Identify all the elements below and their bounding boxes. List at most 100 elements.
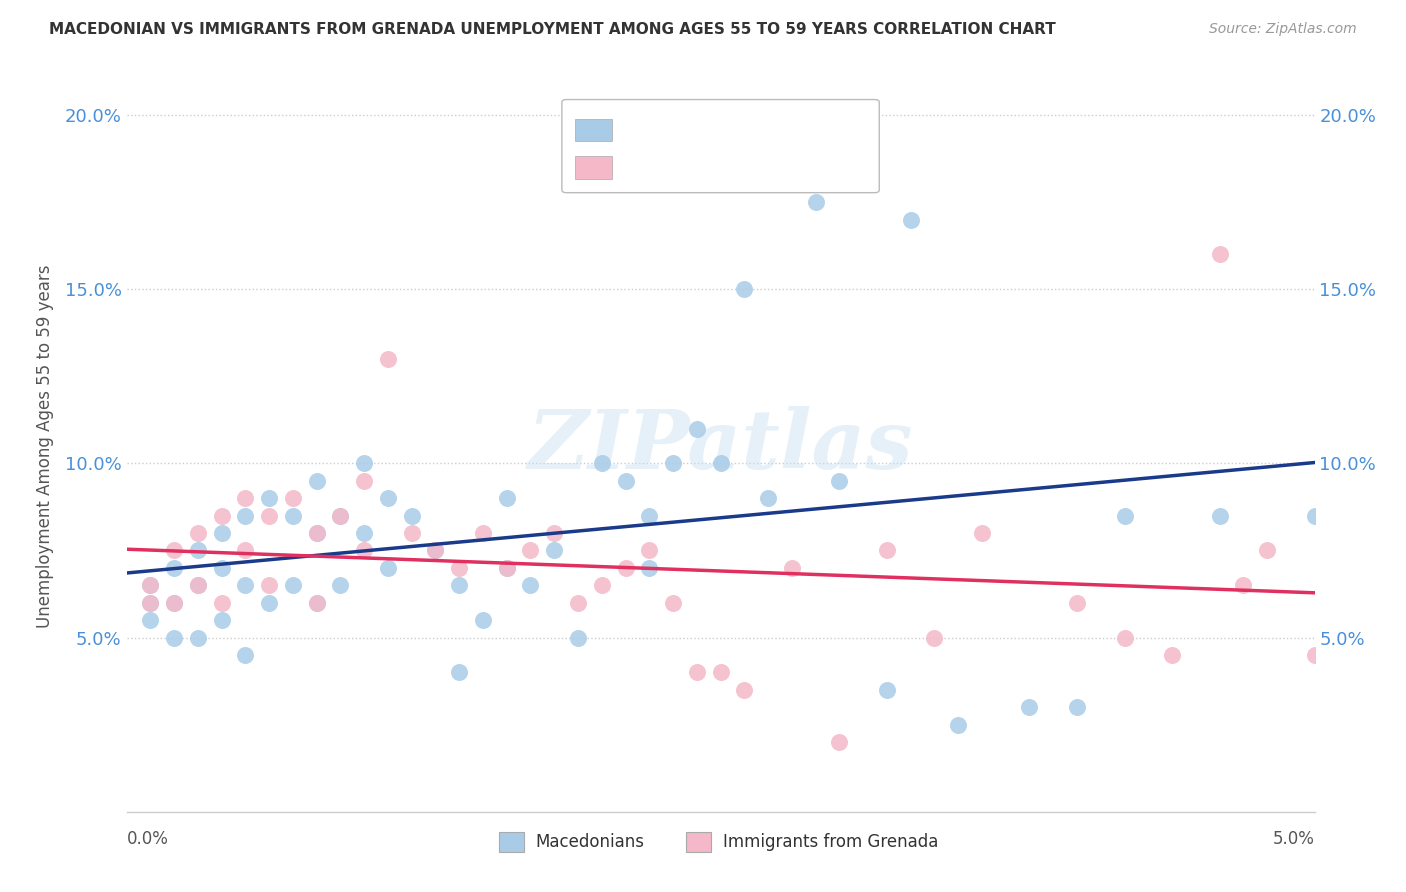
Text: -0.122: -0.122 bbox=[662, 159, 721, 177]
Point bbox=[567, 596, 589, 610]
Point bbox=[543, 543, 565, 558]
Point bbox=[948, 717, 970, 731]
Point bbox=[686, 665, 709, 680]
Point bbox=[329, 508, 352, 523]
Point bbox=[257, 578, 280, 592]
Point bbox=[1018, 700, 1040, 714]
Point bbox=[614, 474, 637, 488]
Point bbox=[139, 578, 162, 592]
Point bbox=[257, 491, 280, 506]
Point bbox=[353, 457, 375, 471]
Point bbox=[472, 613, 495, 627]
Point bbox=[1256, 543, 1278, 558]
Point bbox=[305, 474, 328, 488]
Point bbox=[139, 596, 162, 610]
Point bbox=[163, 596, 186, 610]
Point bbox=[780, 108, 803, 122]
Text: Macedonians: Macedonians bbox=[536, 833, 645, 851]
Point bbox=[163, 543, 186, 558]
Point bbox=[472, 526, 495, 541]
Point bbox=[1066, 700, 1088, 714]
Point bbox=[449, 665, 471, 680]
Point bbox=[353, 474, 375, 488]
Point bbox=[163, 561, 186, 575]
Point bbox=[638, 543, 661, 558]
Point bbox=[257, 596, 280, 610]
Point bbox=[233, 508, 257, 523]
Point bbox=[377, 351, 399, 366]
Point bbox=[281, 508, 304, 523]
Point bbox=[876, 682, 898, 697]
Text: Immigrants from Grenada: Immigrants from Grenada bbox=[723, 833, 938, 851]
Point bbox=[1208, 508, 1230, 523]
Point bbox=[211, 596, 233, 610]
Point bbox=[543, 526, 565, 541]
Point bbox=[1303, 648, 1326, 662]
Point bbox=[900, 212, 922, 227]
Point bbox=[591, 457, 613, 471]
Point bbox=[425, 543, 447, 558]
Point bbox=[662, 596, 685, 610]
Point bbox=[233, 543, 257, 558]
Point bbox=[1114, 631, 1136, 645]
Point bbox=[139, 596, 162, 610]
Point bbox=[1208, 247, 1230, 261]
Point bbox=[449, 561, 471, 575]
Point bbox=[614, 561, 637, 575]
Point bbox=[519, 578, 541, 592]
Text: 46: 46 bbox=[765, 159, 787, 177]
Point bbox=[828, 735, 851, 749]
Point bbox=[591, 578, 613, 592]
Point bbox=[495, 561, 517, 575]
Point bbox=[970, 526, 993, 541]
Point bbox=[1066, 596, 1088, 610]
Text: 5.0%: 5.0% bbox=[1272, 830, 1315, 847]
Point bbox=[662, 457, 685, 471]
Point bbox=[638, 508, 661, 523]
Point bbox=[567, 631, 589, 645]
Point bbox=[163, 631, 186, 645]
Point bbox=[305, 526, 328, 541]
Point bbox=[187, 543, 209, 558]
Point bbox=[377, 561, 399, 575]
Point bbox=[401, 508, 423, 523]
Text: Source: ZipAtlas.com: Source: ZipAtlas.com bbox=[1209, 22, 1357, 37]
Point bbox=[257, 508, 280, 523]
Point bbox=[329, 508, 352, 523]
Point bbox=[281, 578, 304, 592]
Point bbox=[710, 665, 733, 680]
Point bbox=[305, 526, 328, 541]
Point bbox=[828, 474, 851, 488]
Point bbox=[211, 526, 233, 541]
Text: 0.184: 0.184 bbox=[662, 121, 714, 139]
Text: 58: 58 bbox=[752, 121, 775, 139]
Point bbox=[733, 682, 755, 697]
Point bbox=[187, 526, 209, 541]
Point bbox=[233, 648, 257, 662]
Point bbox=[495, 561, 517, 575]
Point bbox=[756, 491, 779, 506]
Text: 0.0%: 0.0% bbox=[127, 830, 169, 847]
Point bbox=[187, 631, 209, 645]
Point bbox=[233, 491, 257, 506]
Point bbox=[780, 561, 803, 575]
Text: N =: N = bbox=[724, 159, 770, 177]
Point bbox=[187, 578, 209, 592]
Text: R =: R = bbox=[623, 121, 658, 139]
Point bbox=[733, 282, 755, 296]
Point bbox=[401, 526, 423, 541]
Text: R =: R = bbox=[623, 159, 658, 177]
Point bbox=[353, 543, 375, 558]
Text: MACEDONIAN VS IMMIGRANTS FROM GRENADA UNEMPLOYMENT AMONG AGES 55 TO 59 YEARS COR: MACEDONIAN VS IMMIGRANTS FROM GRENADA UN… bbox=[49, 22, 1056, 37]
Point bbox=[353, 526, 375, 541]
Point bbox=[211, 613, 233, 627]
Point bbox=[233, 578, 257, 592]
Point bbox=[449, 578, 471, 592]
Text: ZIPatlas: ZIPatlas bbox=[527, 406, 914, 486]
Point bbox=[1114, 508, 1136, 523]
Point bbox=[329, 578, 352, 592]
Y-axis label: Unemployment Among Ages 55 to 59 years: Unemployment Among Ages 55 to 59 years bbox=[35, 264, 53, 628]
Point bbox=[305, 596, 328, 610]
Point bbox=[139, 578, 162, 592]
Text: N =: N = bbox=[711, 121, 758, 139]
